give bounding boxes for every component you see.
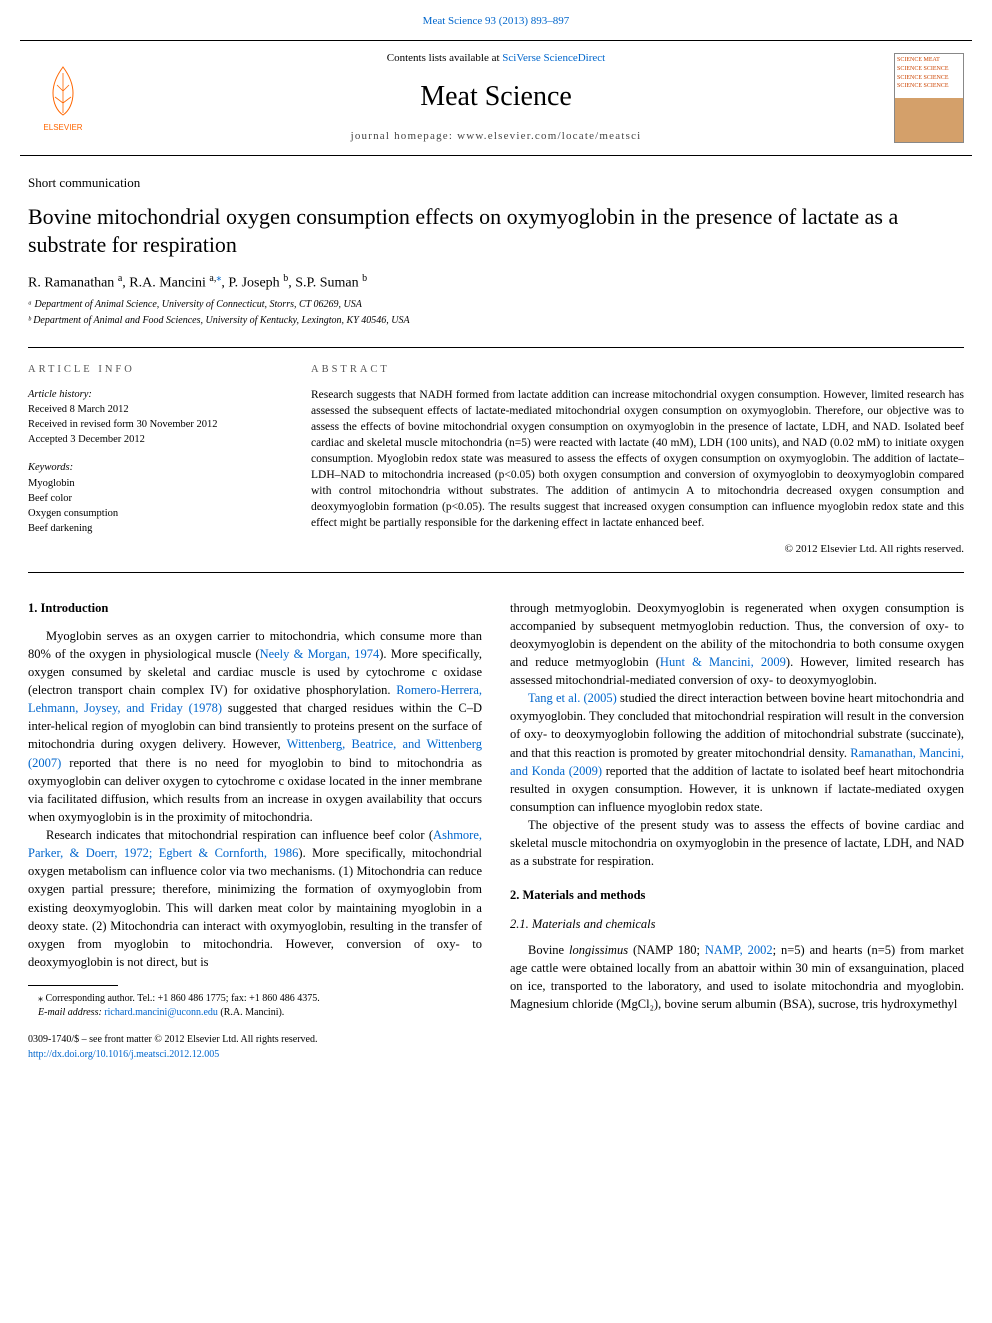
corr-email-link[interactable]: richard.mancini@uconn.edu	[104, 1007, 218, 1018]
left-column: 1. Introduction Myoglobin serves as an o…	[28, 599, 482, 1063]
sciencedirect-link[interactable]: SciVerse ScienceDirect	[502, 52, 605, 64]
star-icon: ⁎	[216, 273, 221, 284]
species-italic: longissimus	[569, 943, 628, 957]
ref-hunt-mancini[interactable]: Hunt & Mancini, 2009	[660, 655, 786, 669]
body-columns: 1. Introduction Myoglobin serves as an o…	[28, 599, 964, 1063]
elsevier-label: ELSEVIER	[43, 122, 82, 134]
footnote-rule	[28, 985, 118, 986]
email-line: E-mail address: richard.mancini@uconn.ed…	[28, 1006, 482, 1020]
author-1: R. Ramanathan	[28, 275, 114, 290]
ref-tang[interactable]: Tang et al. (2005)	[528, 691, 617, 705]
right-column: through metmyoglobin. Deoxymyoglobin is …	[510, 599, 964, 1063]
elsevier-tree-icon	[39, 63, 87, 119]
email-label: E-mail address:	[38, 1007, 104, 1018]
article-category: Short communication	[28, 174, 964, 193]
history-accepted: Accepted 3 December 2012	[28, 432, 273, 447]
t: reported that there is no need for myogl…	[28, 756, 482, 824]
history-label: Article history:	[28, 387, 273, 402]
article-title: Bovine mitochondrial oxygen consumption …	[28, 203, 964, 259]
article-info-head: article info	[28, 362, 273, 377]
abstract-copyright: © 2012 Elsevier Ltd. All rights reserved…	[311, 542, 964, 558]
author-3-affil: b	[283, 273, 288, 284]
keywords-label: Keywords:	[28, 460, 273, 475]
author-list: R. Ramanathan a, R.A. Mancini a,⁎, P. Jo…	[28, 272, 964, 294]
citation-link[interactable]: Meat Science 93 (2013) 893–897	[423, 15, 570, 27]
journal-name: Meat Science	[110, 77, 882, 118]
keyword-2: Beef color	[28, 491, 273, 506]
affiliation-a: ᵃ Department of Animal Science, Universi…	[28, 298, 964, 313]
abstract-col: abstract Research suggests that NADH for…	[293, 348, 964, 573]
info-abstract-row: article info Article history: Received 8…	[28, 347, 964, 573]
abstract-head: abstract	[311, 362, 964, 377]
abstract-text: Research suggests that NADH formed from …	[311, 387, 964, 532]
col2-p3: The objective of the present study was t…	[510, 816, 964, 870]
affiliation-b: ᵇ Department of Animal and Food Sciences…	[28, 314, 964, 329]
t: ). More specifically, mitochondrial oxyg…	[28, 846, 482, 969]
keywords-block: Keywords: Myoglobin Beef color Oxygen co…	[28, 460, 273, 537]
header-center: Contents lists available at SciVerse Sci…	[98, 51, 894, 145]
homepage-prefix: journal homepage:	[351, 130, 458, 142]
homepage-url: www.elsevier.com/locate/meatsci	[457, 130, 641, 142]
corresponding-footnote: ⁎ Corresponding author. Tel.: +1 860 486…	[28, 992, 482, 1019]
keyword-1: Myoglobin	[28, 476, 273, 491]
col2-p2: Tang et al. (2005) studied the direct in…	[510, 689, 964, 816]
history-revised: Received in revised form 30 November 201…	[28, 417, 273, 432]
methods-p1: Bovine longissimus (NAMP 180; NAMP, 2002…	[510, 941, 964, 1014]
journal-header: ELSEVIER Contents lists available at Sci…	[20, 40, 972, 156]
keyword-3: Oxygen consumption	[28, 506, 273, 521]
elsevier-logo: ELSEVIER	[28, 58, 98, 138]
keyword-4: Beef darkening	[28, 521, 273, 536]
contents-line: Contents lists available at SciVerse Sci…	[110, 51, 882, 67]
doi-link[interactable]: http://dx.doi.org/10.1016/j.meatsci.2012…	[28, 1049, 219, 1060]
t: Research indicates that mitochondrial re…	[46, 828, 433, 842]
article-info-col: article info Article history: Received 8…	[28, 348, 293, 573]
ref-namp[interactable]: NAMP, 2002	[705, 943, 773, 957]
methods-heading: 2. Materials and methods	[510, 886, 964, 904]
ref-neely-morgan[interactable]: Neely & Morgan, 1974	[260, 647, 380, 661]
intro-p1: Myoglobin serves as an oxygen carrier to…	[28, 627, 482, 826]
top-citation: Meat Science 93 (2013) 893–897	[0, 0, 992, 40]
methods-subheading: 2.1. Materials and chemicals	[510, 915, 964, 933]
intro-heading: 1. Introduction	[28, 599, 482, 617]
author-1-affil: a	[118, 273, 122, 284]
author-3: P. Joseph	[228, 275, 279, 290]
journal-cover-thumb: SCIENCE MEAT SCIENCE SCIENCE SCIENCE SCI…	[894, 53, 964, 143]
author-4: S.P. Suman	[295, 275, 358, 290]
history-block: Article history: Received 8 March 2012 R…	[28, 387, 273, 448]
issn-line: 0309-1740/$ – see front matter © 2012 El…	[28, 1033, 482, 1048]
author-4-affil: b	[362, 273, 367, 284]
col2-p1: through metmyoglobin. Deoxymyoglobin is …	[510, 599, 964, 690]
corr-line: ⁎ Corresponding author. Tel.: +1 860 486…	[28, 992, 482, 1006]
article-body: Short communication Bovine mitochondrial…	[0, 156, 992, 1082]
homepage-line: journal homepage: www.elsevier.com/locat…	[110, 129, 882, 145]
author-2: R.A. Mancini	[129, 275, 206, 290]
bottom-meta: 0309-1740/$ – see front matter © 2012 El…	[28, 1033, 482, 1062]
corresponding-star[interactable]: ⁎	[216, 275, 221, 290]
cover-text: SCIENCE MEAT SCIENCE SCIENCE SCIENCE SCI…	[897, 57, 949, 89]
t: (NAMP 180;	[628, 943, 705, 957]
contents-prefix: Contents lists available at	[387, 52, 502, 64]
t: Bovine	[528, 943, 569, 957]
history-received: Received 8 March 2012	[28, 402, 273, 417]
intro-p2: Research indicates that mitochondrial re…	[28, 826, 482, 971]
email-suffix: (R.A. Mancini).	[218, 1007, 284, 1018]
